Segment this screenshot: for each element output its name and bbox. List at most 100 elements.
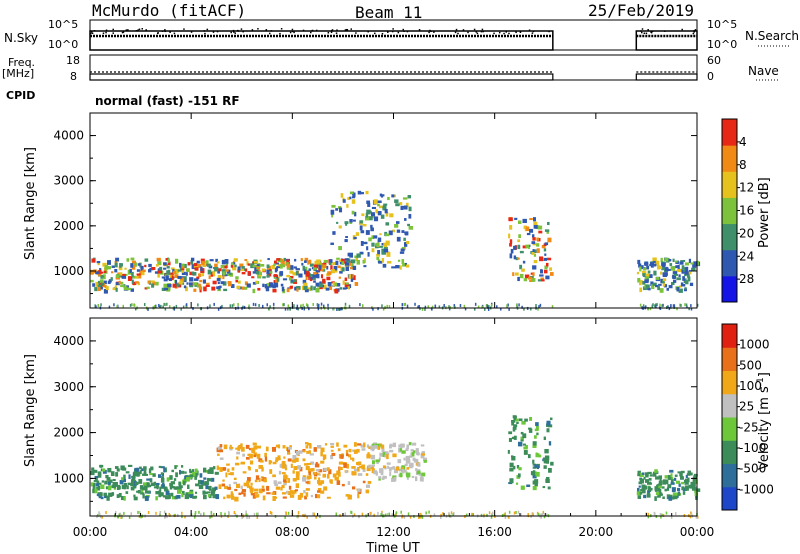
ground-scatter-cell <box>668 307 671 311</box>
echo-cell <box>362 467 366 472</box>
ground-scatter-cell <box>221 304 223 308</box>
ground-scatter-cell <box>358 515 360 519</box>
echo-cell <box>274 275 277 279</box>
ground-scatter-cell <box>337 307 340 311</box>
echo-cell <box>174 258 179 264</box>
echo-cell <box>155 263 159 267</box>
echo-cell <box>682 491 686 495</box>
echo-cell <box>105 286 109 291</box>
echo-cell <box>281 260 285 265</box>
echo-cell <box>410 449 414 452</box>
ground-scatter-cell <box>504 512 507 516</box>
echo-cell <box>509 225 513 230</box>
ground-scatter-cell <box>173 307 176 311</box>
ground-scatter-cell <box>508 510 511 514</box>
echo-cell <box>165 490 170 496</box>
echo-cell <box>143 482 147 488</box>
ground-scatter-cell <box>359 303 361 307</box>
status-panel <box>89 19 790 81</box>
nsearch-point <box>467 31 469 34</box>
echo-cell <box>261 467 264 472</box>
echo-cell <box>293 490 297 494</box>
echo-cell <box>305 271 310 277</box>
nsearch-point <box>268 32 271 35</box>
echo-cell <box>404 231 408 235</box>
echo-cell <box>237 269 240 273</box>
ground-scatter-cell <box>413 515 415 519</box>
echo-cell <box>379 233 382 236</box>
echo-cell <box>93 479 98 483</box>
echo-cell <box>382 206 386 211</box>
echo-cell <box>375 459 380 463</box>
echo-cell <box>533 253 537 257</box>
echo-cell <box>194 491 198 494</box>
echo-cell <box>212 466 216 470</box>
echo-cell <box>371 460 375 465</box>
echo-cell <box>148 263 152 267</box>
echo-cell <box>662 496 665 499</box>
power-ylabel: Slant Range [km] <box>23 147 38 260</box>
nsearch-point <box>137 29 139 31</box>
echo-cell <box>347 494 352 500</box>
y-tick-label: 2000 <box>53 426 84 440</box>
echo-cell <box>314 463 320 468</box>
echo-cell <box>535 422 539 427</box>
echo-cell <box>550 417 553 421</box>
echo-cell <box>681 481 685 485</box>
nsearch-point <box>289 31 292 34</box>
echo-cell <box>351 259 356 264</box>
ground-scatter-cell <box>537 512 540 516</box>
ground-scatter-cell <box>465 513 468 517</box>
echo-cell <box>371 248 375 253</box>
echo-cell <box>169 482 174 487</box>
echo-cell <box>407 195 412 199</box>
echo-cell <box>274 260 277 264</box>
echo-cell <box>132 275 136 279</box>
echo-cell <box>366 467 371 472</box>
echo-cell <box>375 443 380 447</box>
echo-cell <box>652 260 656 264</box>
echo-cell <box>532 272 535 277</box>
echo-cell <box>160 466 165 469</box>
echo-cell <box>152 281 156 286</box>
echo-cell <box>130 288 134 292</box>
echo-cell <box>97 284 102 287</box>
echo-cell <box>395 466 400 471</box>
echo-cell <box>650 281 654 287</box>
echo-cell <box>241 272 246 275</box>
ground-scatter-cell <box>649 307 652 311</box>
ground-scatter-cell <box>194 515 196 519</box>
echo-cell <box>385 211 389 217</box>
echo-cell <box>290 280 295 284</box>
echo-cell <box>513 424 518 427</box>
ground-scatter-cell <box>485 304 488 308</box>
echo-cell <box>513 245 517 250</box>
nsearch-point <box>242 30 244 33</box>
ground-scatter-cell <box>341 307 343 311</box>
echo-cell <box>183 263 187 269</box>
ground-scatter-cell <box>539 303 542 307</box>
echo-cell <box>365 212 369 218</box>
ground-scatter-cell <box>197 303 199 307</box>
ground-scatter-cell <box>676 307 678 311</box>
echo-cell <box>359 251 364 255</box>
echo-cell <box>514 217 518 220</box>
echo-cell <box>99 268 102 272</box>
echo-cell <box>536 248 540 254</box>
echo-cell <box>357 466 360 472</box>
echo-cell <box>116 468 120 472</box>
echo-cell <box>287 446 292 450</box>
echo-cell <box>132 485 136 489</box>
echo-cell <box>394 199 399 203</box>
echo-cell <box>670 281 675 285</box>
nsearch-point <box>216 30 219 33</box>
ground-scatter-cell <box>118 513 121 517</box>
echo-cell <box>311 276 316 280</box>
echo-cell <box>146 286 150 289</box>
echo-cell <box>130 486 135 490</box>
echo-cell <box>648 477 652 481</box>
echo-cell <box>536 432 539 436</box>
echo-cell <box>287 478 291 483</box>
nsearch-point <box>206 28 209 31</box>
